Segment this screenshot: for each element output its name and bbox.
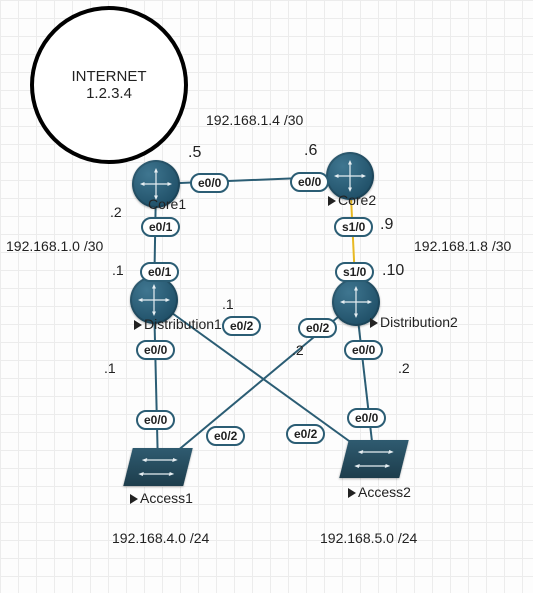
if-d1-e02: e0/2 [222, 316, 261, 336]
label-core1: Core1 [148, 196, 186, 212]
switch-access2[interactable] [339, 440, 408, 478]
label-dist1: Distribution1 [134, 316, 222, 332]
if-d2-s10: s1/0 [335, 262, 374, 282]
hb-2: .2 [110, 204, 122, 220]
hb-9: .2 [398, 360, 410, 376]
hb-6: .1 [222, 296, 234, 312]
if-c2-e00: e0/0 [290, 172, 329, 192]
label-dist2: Distribution2 [370, 314, 458, 330]
if-a2-e00: e0/0 [347, 408, 386, 428]
hb-1: .6 [304, 142, 317, 160]
hb-4: .1 [112, 262, 124, 278]
subnet-1: 192.168.1.0 /30 [6, 238, 103, 254]
if-c1-e01: e0/1 [141, 217, 180, 237]
internet-label: INTERNET [34, 68, 184, 85]
subnet-0: 192.168.1.4 /30 [206, 112, 303, 128]
if-d1-e00: e0/0 [136, 340, 175, 360]
hb-8: .2 [292, 342, 304, 358]
if-d1-e01: e0/1 [140, 262, 179, 282]
if-d2-e02: e0/2 [298, 318, 337, 338]
internet-node: INTERNET 1.2.3.4 [30, 6, 188, 164]
hb-5: .10 [382, 262, 404, 280]
if-a1-e02: e0/2 [206, 426, 245, 446]
if-a2-e02: e0/2 [286, 424, 325, 444]
hb-3: .9 [380, 216, 393, 234]
if-a1-e00: e0/0 [136, 410, 175, 430]
subnet-2: 192.168.1.8 /30 [414, 238, 511, 254]
hb-7: .1 [104, 360, 116, 376]
if-c2-s10: s1/0 [334, 217, 373, 237]
switch-access1[interactable] [123, 448, 192, 486]
if-c1-e00: e0/0 [190, 173, 229, 193]
internet-ip: 1.2.3.4 [34, 85, 184, 102]
label-acc2: Access2 [348, 484, 411, 500]
label-acc1: Access1 [130, 490, 193, 506]
subnet-3: 192.168.4.0 /24 [112, 530, 209, 546]
subnet-4: 192.168.5.0 /24 [320, 530, 417, 546]
label-core2: Core2 [328, 192, 376, 208]
if-d2-e00: e0/0 [344, 340, 383, 360]
hb-0: .5 [188, 144, 201, 162]
